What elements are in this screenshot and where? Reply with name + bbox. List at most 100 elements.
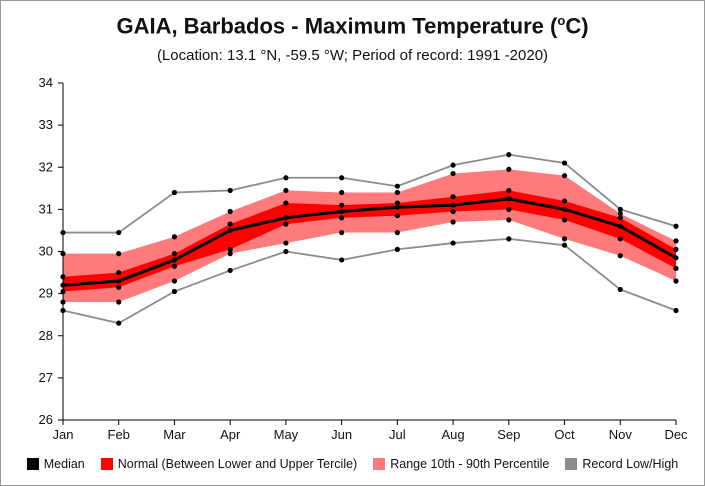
upper-tercile-point-oct	[561, 198, 568, 204]
record-high-line	[63, 153, 677, 234]
median-point-jun	[339, 208, 345, 215]
chart-subtitle: (Location: 13.1 °N, -59.5 °W; Period of …	[156, 47, 549, 64]
p90-point-nov	[617, 210, 623, 217]
record-low-line	[62, 237, 677, 325]
upper-tercile-point-sep	[506, 187, 512, 194]
lower-tercile-point-may	[283, 221, 289, 227]
upper-tercile-point-jul	[394, 200, 400, 206]
legend-label-normal: Normal (Between Lower and Upper Tercile)	[117, 457, 358, 471]
p90-point-oct	[561, 173, 568, 179]
p10-point-nov	[617, 253, 623, 259]
lower-tercile-point-dec	[673, 265, 679, 271]
record-low-point-aug	[450, 240, 456, 246]
median-point-jan	[60, 282, 66, 288]
lower-tercile-point-apr	[227, 246, 233, 252]
record-high-point-may	[283, 175, 289, 181]
lower-tercile-point-jul	[394, 213, 400, 219]
record-high-point-dec	[673, 223, 679, 229]
record-high-point-jan	[60, 229, 66, 236]
x-tick-label-sep: Sep	[497, 427, 520, 442]
upper-tercile-point-mar	[171, 251, 178, 257]
record-low-point-dec	[673, 307, 679, 314]
legend-swatch-normal	[100, 458, 113, 470]
record-high-point-aug	[450, 162, 456, 168]
lower-tercile-point-aug	[450, 208, 456, 215]
upper-tercile-point-aug	[450, 194, 456, 200]
x-tick-label-mar: Mar	[163, 427, 186, 442]
median-point-may	[283, 215, 289, 221]
lower-tercile-point-sep	[506, 206, 512, 212]
p10-point-may	[283, 240, 289, 246]
upper-tercile-point-jan	[60, 274, 66, 280]
chart-title: GAIA, Barbados - Maximum Temperature (oC…	[116, 13, 589, 39]
record-low-point-jan	[60, 307, 66, 314]
legend-item-record: Record Low/High	[565, 457, 678, 471]
legend: Median Normal (Between Lower and Upper T…	[1, 457, 704, 471]
y-tick-label-28: 28	[39, 328, 53, 343]
upper-tercile-point-dec	[673, 246, 679, 252]
legend-label-percentile: Range 10th - 90th Percentile	[390, 457, 550, 471]
x-tick-label-may: May	[274, 427, 299, 442]
upper-tercile-point-nov	[617, 215, 623, 221]
p10-point-apr	[227, 251, 233, 257]
p90-point-sep	[506, 166, 512, 172]
x-tick-label-apr: Apr	[220, 427, 241, 442]
median-point-aug	[450, 202, 456, 208]
record-high-point-nov	[617, 206, 623, 212]
record-low-point-jul	[394, 246, 400, 252]
upper-tercile-point-may	[283, 200, 289, 206]
x-tick-label-aug: Aug	[442, 427, 465, 442]
lower-tercile-point-oct	[561, 217, 568, 223]
p10-point-aug	[450, 219, 456, 225]
x-tick-label-jun: Jun	[331, 427, 352, 442]
p90-point-jan	[60, 251, 66, 257]
y-tick-label-31: 31	[39, 201, 53, 216]
p90-point-aug	[450, 170, 456, 177]
median-point-oct	[561, 206, 568, 212]
p10-point-oct	[561, 236, 568, 242]
y-tick-label-26: 26	[39, 412, 53, 427]
record-low-point-nov	[617, 286, 623, 293]
legend-item-percentile: Range 10th - 90th Percentile	[373, 457, 549, 471]
median-point-mar	[171, 257, 178, 263]
x-tick-label-nov: Nov	[609, 427, 633, 442]
y-tick-label-27: 27	[39, 370, 53, 385]
record-low-point-feb	[116, 320, 122, 326]
record-high-point-feb	[116, 229, 122, 236]
legend-swatch-percentile	[373, 458, 386, 470]
record-high-point-sep	[506, 152, 512, 158]
x-tick-label-dec: Dec	[664, 427, 688, 442]
median-line	[62, 197, 677, 287]
x-tick-label-feb: Feb	[108, 427, 130, 442]
upper-tercile-point-feb	[116, 269, 122, 276]
x-tick-label-jul: Jul	[389, 427, 406, 442]
p10-point-jul	[394, 229, 400, 236]
p90-point-dec	[673, 238, 679, 244]
record-high-point-mar	[171, 189, 178, 196]
p90-point-jul	[394, 189, 400, 196]
legend-item-median: Median	[26, 457, 85, 471]
median-point-feb	[116, 278, 122, 284]
lower-tercile-point-mar	[171, 263, 178, 269]
record-high-point-jul	[394, 183, 400, 189]
y-tick-label-30: 30	[39, 244, 53, 259]
median-point-dec	[673, 255, 679, 261]
p10-point-sep	[506, 217, 512, 223]
p10-point-mar	[171, 278, 178, 284]
upper-tercile-point-jun	[339, 202, 345, 208]
p90-point-jun	[339, 189, 345, 196]
legend-label-record: Record Low/High	[582, 457, 679, 471]
record-high-point-jun	[339, 175, 345, 181]
plot-area: 26 27 28 29 30 31 32 33 34 Jan Feb Mar Apr May Jun Jul A…	[39, 75, 689, 442]
median-point-jul	[394, 204, 400, 210]
record-high-point-apr	[227, 187, 233, 194]
record-high-point-oct	[561, 160, 568, 166]
p10-point-jun	[339, 229, 345, 236]
legend-swatch-record	[565, 458, 578, 470]
x-tick-label-oct: Oct	[554, 427, 575, 442]
median-point-apr	[227, 227, 233, 234]
percentile-band	[63, 169, 676, 303]
lower-tercile-point-jan	[60, 288, 66, 295]
p90-point-apr	[227, 208, 233, 215]
legend-swatch-median	[26, 458, 39, 470]
